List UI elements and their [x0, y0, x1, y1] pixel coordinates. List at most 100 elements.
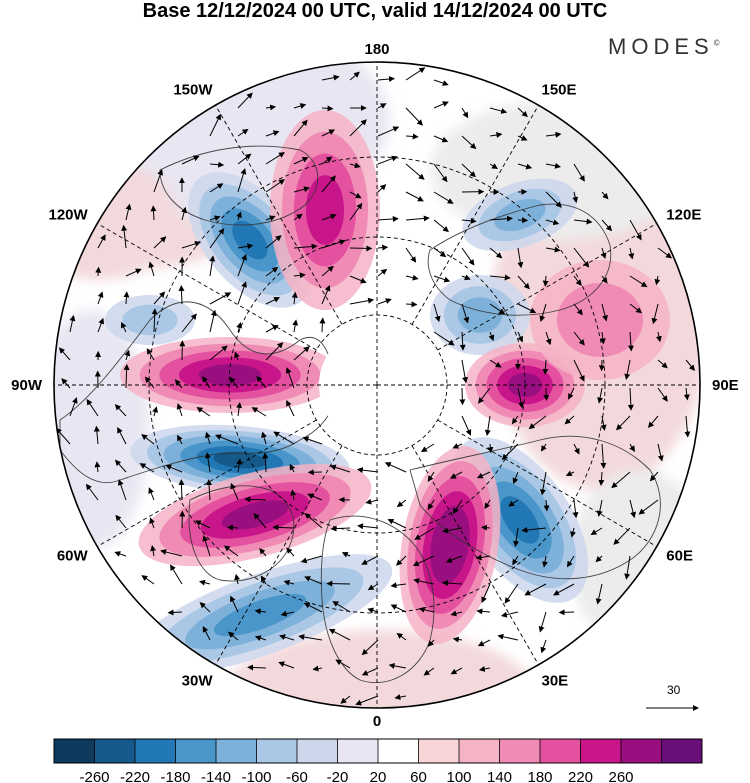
wind-vector-arrow	[209, 345, 228, 361]
wind-vector-arrow	[390, 582, 407, 589]
wind-vector-arrow	[377, 184, 387, 193]
wind-vector-arrow	[237, 253, 247, 277]
wind-vector-arrow	[181, 240, 201, 249]
wind-vector-arrow	[433, 163, 448, 183]
wind-vector-arrow	[150, 205, 157, 221]
wind-vector-arrow	[489, 215, 513, 222]
wind-vector-arrow	[461, 135, 477, 150]
wind-vector-arrow	[414, 527, 435, 540]
wind-vector-arrow	[349, 119, 367, 137]
wind-vector-arrow	[624, 359, 631, 380]
wind-vector-arrow	[279, 634, 295, 641]
wind-vector-arrow	[545, 331, 552, 346]
map-title: Base 12/12/2024 00 UTC, valid 14/12/2024…	[142, 0, 608, 22]
wind-vector-arrow	[321, 213, 337, 221]
wind-vector-arrow	[452, 443, 463, 449]
coastline-russia	[409, 435, 661, 580]
wind-vector-arrow	[237, 281, 247, 305]
wind-vector-arrow	[655, 331, 662, 343]
wind-vector-arrow	[293, 157, 309, 165]
map-border	[53, 61, 701, 709]
wind-vector-arrow	[206, 479, 213, 501]
wind-vector-arrow	[517, 107, 528, 118]
wind-vector-arrow	[256, 375, 267, 389]
longitude-label-30e: 30E	[542, 672, 569, 689]
negative-anomaly-center	[430, 275, 530, 355]
wind-vector-arrow	[205, 431, 211, 445]
wind-vector-arrow	[512, 555, 519, 566]
wind-vector-arrow	[433, 79, 449, 86]
longitude-label-60w: 60W	[57, 548, 89, 565]
wind-vector-arrow	[540, 639, 547, 654]
wind-vector-arrow	[165, 464, 183, 473]
colorbar-swatch	[94, 739, 136, 763]
colorbar-swatch	[256, 739, 298, 763]
wind-vector-arrow	[553, 583, 575, 596]
wind-vector-arrow	[265, 235, 282, 249]
wind-vector-arrow	[302, 436, 323, 445]
wind-vector-arrow	[290, 489, 297, 501]
wind-vector-arrow	[405, 191, 424, 202]
wind-vector-arrow	[265, 325, 279, 333]
wind-vector-arrow	[283, 579, 295, 586]
wind-vector-arrow	[377, 298, 392, 305]
wind-vector-arrow	[280, 610, 295, 617]
wind-vector-arrow	[332, 601, 351, 613]
longitude-label-90w: 90W	[11, 377, 43, 394]
coastline-greenland	[188, 485, 295, 582]
colorbar-swatch	[499, 739, 541, 763]
wind-vector-arrow	[651, 303, 659, 325]
wind-vector-arrow	[328, 628, 351, 641]
wind-vector-arrow	[459, 331, 466, 351]
wind-vector-arrow	[254, 635, 267, 642]
wind-vector-arrow	[97, 234, 106, 249]
wind-vector-arrow	[600, 415, 607, 431]
wind-vector-arrow	[209, 255, 216, 277]
wind-vector-arrow	[573, 275, 582, 286]
wind-vector-arrow	[178, 479, 185, 501]
wind-vector-arrow	[95, 266, 102, 277]
wind-vector-arrow	[209, 292, 232, 305]
wind-vector-arrow	[349, 162, 361, 169]
wind-vector-arrow	[365, 498, 379, 505]
wind-vector-arrow	[570, 527, 576, 538]
wind-vector-arrow	[627, 331, 634, 352]
wind-vector-arrow	[396, 632, 407, 641]
wind-vector-arrow	[517, 135, 528, 141]
wind-vector-arrow	[601, 219, 613, 232]
wind-vector-arrow	[445, 555, 463, 563]
wind-vector-arrow	[599, 331, 606, 345]
wind-vector-arrow	[377, 244, 389, 251]
wind-vector-arrow	[396, 499, 407, 508]
wind-vector-arrow	[459, 387, 466, 406]
wind-vector-arrow	[565, 470, 575, 477]
wind-vector-arrow	[209, 228, 225, 249]
colorbar-swatch	[418, 739, 460, 763]
wind-vector-arrow	[405, 274, 419, 281]
wind-vector-arrow	[517, 163, 533, 170]
wind-vector-arrow	[69, 397, 78, 417]
wind-vector-arrow	[303, 602, 323, 613]
wind-vector-arrow	[573, 443, 580, 455]
wind-vector-arrow	[361, 639, 379, 656]
wind-vector-arrow	[628, 247, 635, 260]
wind-vector-arrow	[489, 247, 503, 259]
wind-vector-arrow	[148, 487, 155, 501]
wind-vector-arrow	[293, 119, 308, 137]
wind-vector-arrow	[481, 583, 491, 604]
wind-vector-arrow	[685, 359, 696, 371]
wind-vector-arrow	[461, 217, 477, 224]
wind-vector-arrow	[597, 387, 604, 404]
wind-vector-arrow	[568, 387, 575, 400]
wind-vector-arrow	[265, 104, 277, 111]
wind-vector-arrow	[114, 459, 127, 473]
wind-vector-arrow	[114, 404, 127, 417]
anomaly-contour-level	[500, 496, 540, 544]
wind-vector-arrow	[390, 604, 407, 613]
wind-vector-arrow	[489, 359, 502, 368]
wind-vector-arrow	[489, 303, 506, 315]
wind-vector-arrow	[461, 415, 472, 436]
wind-vector-arrow	[298, 634, 323, 641]
longitude-label-120e: 120E	[666, 207, 701, 224]
